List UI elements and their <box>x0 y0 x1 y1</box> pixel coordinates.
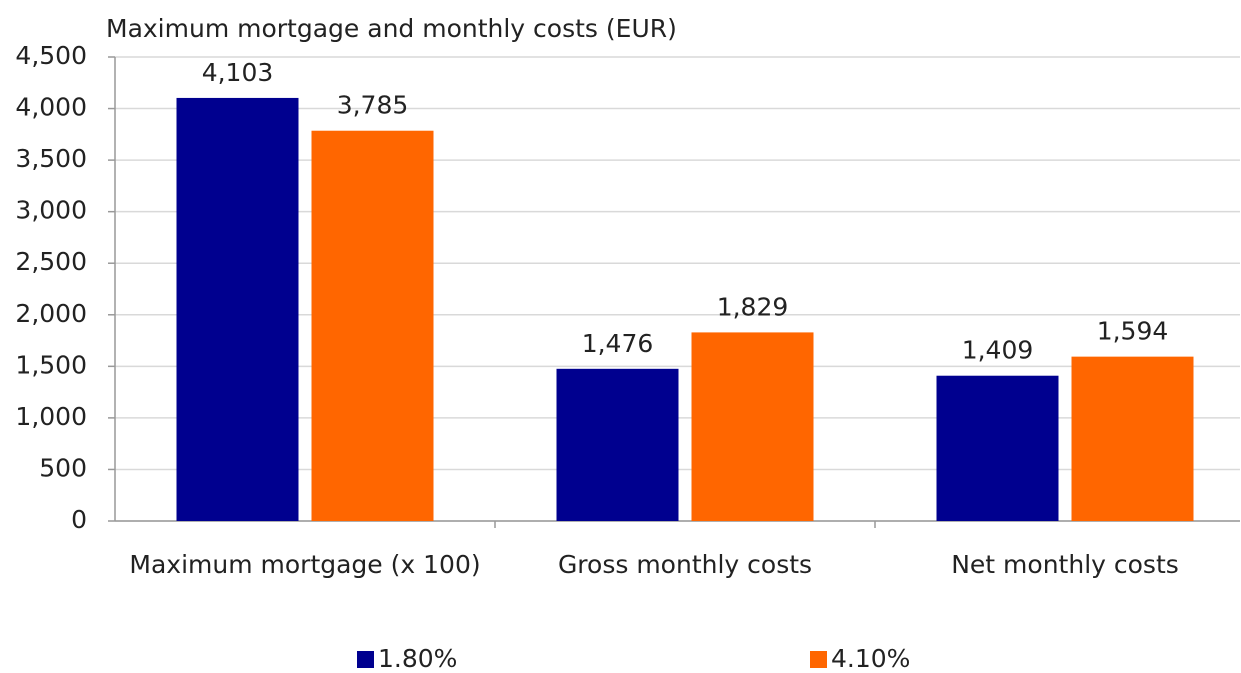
y-tick-label: 4,000 <box>15 93 87 122</box>
y-tick-label: 2,500 <box>15 247 87 276</box>
bar <box>936 375 1059 521</box>
value-label: 1,829 <box>717 292 789 321</box>
bar <box>176 97 299 521</box>
y-tick-label: 500 <box>39 453 87 482</box>
value-label: 3,785 <box>337 91 409 120</box>
bar <box>311 130 434 522</box>
x-tick-label: Gross monthly costs <box>558 550 812 579</box>
value-label: 4,103 <box>202 58 274 87</box>
bar <box>556 368 679 521</box>
y-tick-label: 2,000 <box>15 299 87 328</box>
bar <box>691 332 814 521</box>
y-tick-label: 3,500 <box>15 144 87 173</box>
y-tick-label: 4,500 <box>15 41 87 70</box>
value-label: 1,476 <box>582 329 654 358</box>
legend-swatch <box>810 651 827 668</box>
value-label: 1,594 <box>1097 317 1169 346</box>
legend-swatch <box>357 651 374 668</box>
y-tick-label: 1,000 <box>15 402 87 431</box>
y-tick-label: 3,000 <box>15 196 87 225</box>
x-tick-label: Maximum mortgage (x 100) <box>129 550 480 579</box>
bar <box>1071 356 1194 521</box>
value-label: 1,409 <box>962 336 1034 365</box>
legend-label: 4.10% <box>831 644 910 673</box>
legend-label: 1.80% <box>378 644 457 673</box>
chart-title: Maximum mortgage and monthly costs (EUR) <box>106 14 677 43</box>
x-tick-label: Net monthly costs <box>951 550 1179 579</box>
y-tick-label: 1,500 <box>15 350 87 379</box>
y-tick-label: 0 <box>71 505 87 534</box>
